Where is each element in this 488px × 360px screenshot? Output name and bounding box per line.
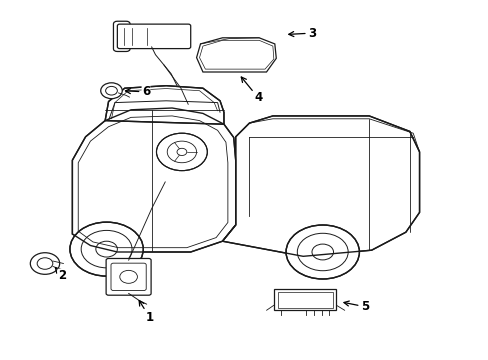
Polygon shape (196, 38, 276, 72)
Circle shape (156, 133, 207, 171)
FancyBboxPatch shape (113, 21, 130, 51)
Text: 6: 6 (125, 85, 150, 98)
Polygon shape (72, 108, 235, 252)
Polygon shape (105, 86, 224, 124)
Circle shape (101, 83, 122, 99)
Bar (273, 289, 336, 310)
Text: 2: 2 (55, 268, 66, 282)
Circle shape (70, 222, 143, 276)
Circle shape (285, 225, 359, 279)
Bar (277, 292, 332, 308)
FancyBboxPatch shape (117, 24, 190, 49)
Text: 1: 1 (139, 301, 154, 324)
FancyBboxPatch shape (106, 258, 151, 295)
Text: 3: 3 (288, 27, 316, 40)
Circle shape (30, 253, 60, 274)
Text: 4: 4 (241, 77, 262, 104)
Polygon shape (222, 116, 419, 256)
Text: 5: 5 (343, 300, 368, 313)
